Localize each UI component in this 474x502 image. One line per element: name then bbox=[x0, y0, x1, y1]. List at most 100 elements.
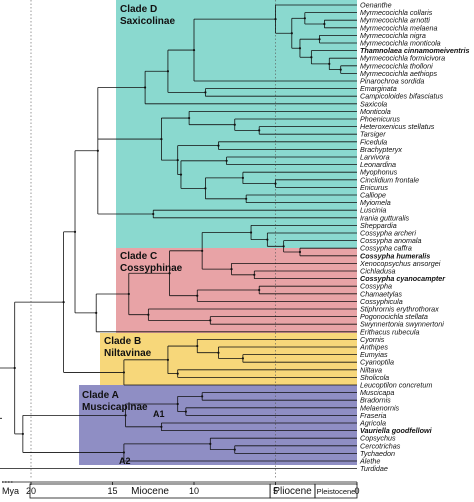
tree-node-dot bbox=[96, 149, 99, 152]
taxon-label: Cinclidium frontale bbox=[360, 175, 419, 184]
taxon-label: Myiomela bbox=[360, 198, 391, 207]
tree-node-dot bbox=[168, 272, 171, 275]
tree-node-dot bbox=[122, 371, 126, 374]
clade-d-name: Saxicolinae bbox=[120, 16, 175, 27]
taxon-label: Cossypha anomala bbox=[360, 236, 422, 245]
taxon-label: Heteroxenicus stellatus bbox=[360, 122, 435, 131]
tree-node-dot bbox=[204, 91, 207, 94]
taxon-label: Alethe bbox=[359, 457, 380, 466]
clade-c-box bbox=[116, 248, 357, 333]
taxon-label: Cichladusa bbox=[360, 267, 396, 276]
taxon-label: Leucoptilon concretum bbox=[360, 381, 432, 390]
tree-node-dot bbox=[196, 344, 199, 348]
tree-node-dot bbox=[253, 273, 256, 276]
taxon-label: Cercotrichas bbox=[360, 441, 401, 450]
tree-node-dot bbox=[201, 249, 204, 252]
taxon-label: Myophonus bbox=[360, 168, 398, 177]
tree-node-dot bbox=[166, 70, 170, 73]
tree-node-dot bbox=[318, 38, 321, 41]
tree-branches bbox=[0, 4, 357, 470]
tree-node-dot bbox=[217, 351, 220, 354]
taxon-label: Cyanoptila bbox=[360, 358, 394, 367]
axis-tick-label: 10 bbox=[189, 486, 199, 496]
tree-node-dot bbox=[204, 187, 207, 190]
tree-node-dot bbox=[241, 176, 244, 179]
tree-node-dot bbox=[233, 448, 236, 451]
taxon-label: Bradornis bbox=[360, 396, 391, 405]
tree-node-dot bbox=[176, 402, 179, 406]
tree-node-dot bbox=[282, 245, 285, 248]
taxon-label: Pinarochroa sordida bbox=[360, 77, 424, 86]
axis-tick-label: 15 bbox=[107, 486, 117, 496]
tree-node-dot bbox=[274, 182, 277, 185]
tree-node-dot bbox=[166, 358, 170, 361]
tree-node-dot bbox=[310, 56, 313, 59]
tree-node-dot bbox=[147, 313, 150, 316]
epoch-label: Pleistocene bbox=[317, 487, 356, 496]
tree-node-dot bbox=[160, 137, 163, 141]
taxon-label: Fraseria bbox=[360, 411, 386, 420]
tree-node-dot bbox=[323, 22, 326, 26]
taxon-label: Muscicapa bbox=[360, 388, 394, 397]
tree-node-dot bbox=[196, 294, 199, 297]
tree-node-dot bbox=[241, 357, 244, 360]
epoch-label: Pliocene bbox=[273, 486, 312, 497]
taxon-label: Irania gutturalis bbox=[360, 213, 410, 222]
tree-node-dot bbox=[201, 395, 204, 398]
tree-node-dot bbox=[127, 292, 130, 296]
tree-node-dot bbox=[179, 173, 183, 176]
taxon-label: Enicurus bbox=[360, 183, 388, 192]
taxon-label: Cossyphicula bbox=[360, 297, 403, 306]
tree-node-dot bbox=[124, 414, 127, 417]
axis-tick-label: 20 bbox=[26, 486, 36, 496]
taxon-label: Myrmecocichla collaris bbox=[360, 8, 433, 17]
taxon-label: Ficedula bbox=[360, 137, 387, 146]
taxon-label: Anthipes bbox=[359, 343, 388, 352]
tree-node-dot bbox=[144, 86, 147, 89]
taxon-label: Cossypha humeralis bbox=[360, 251, 430, 260]
taxon-label: Sholicola bbox=[360, 373, 389, 382]
tree-node-dot bbox=[13, 366, 16, 370]
taxon-label: Luscinia bbox=[360, 206, 386, 215]
tree-node-dot bbox=[258, 129, 261, 132]
tree-node-dot bbox=[274, 18, 277, 21]
tree-node-dot bbox=[245, 197, 248, 200]
taxon-label: Tychaedon bbox=[360, 449, 395, 458]
taxon-label: Swynnertonia swynnertoni bbox=[360, 320, 444, 329]
clade-c-label: Clade C Cossyphinae bbox=[120, 251, 183, 274]
taxon-label: Stiphrornis erythrothorax bbox=[360, 305, 439, 314]
clade-b-label: Clade B Niltavinae bbox=[104, 336, 152, 359]
epoch-bar: Miocene Pliocene Pleistocene bbox=[29, 483, 358, 499]
axis-unit-label: Mya bbox=[2, 486, 19, 496]
taxon-label: Agricola bbox=[359, 419, 386, 428]
clade-a-title: Clade A bbox=[82, 390, 119, 401]
epoch-guides bbox=[30, 0, 276, 478]
taxon-label: Erithacus rubecula bbox=[360, 327, 420, 336]
clade-a-name: Muscicapinae bbox=[82, 402, 148, 413]
tree-node-dot bbox=[298, 250, 302, 254]
epoch-label: Miocene bbox=[131, 486, 169, 497]
clade-a-label: Clade A Muscicapinae bbox=[82, 390, 148, 413]
taxon-label: Tarsiger bbox=[360, 130, 386, 139]
tree-node-dot bbox=[266, 238, 269, 241]
tree-node-dot bbox=[176, 158, 179, 162]
tree-node-dot bbox=[339, 68, 342, 71]
tree-node-dot bbox=[225, 159, 228, 162]
taxon-label: Larvivora bbox=[360, 153, 390, 162]
clade-d-title: Clade D bbox=[120, 4, 157, 15]
taxon-label: Melaenornis bbox=[360, 403, 400, 412]
tree-node-dot bbox=[290, 32, 293, 35]
tree-node-dot bbox=[62, 301, 65, 304]
taxon-label: Thamnolaea cinnamomeiventris bbox=[360, 46, 469, 55]
clade-c-title: Clade C bbox=[120, 251, 157, 262]
taxon-label: Monticola bbox=[360, 107, 391, 116]
taxon-label: Campicoloides bifasciatus bbox=[360, 92, 444, 101]
tree-node-dot bbox=[258, 288, 261, 292]
taxon-label: Chamaetylas bbox=[360, 289, 402, 298]
axis-tick-label: 5 bbox=[273, 486, 278, 496]
taxon-label: Vauriella goodfellowi bbox=[360, 426, 433, 435]
taxon-label: Myrmecocichla tholloni bbox=[360, 61, 433, 70]
taxon-label: Cyornis bbox=[360, 335, 385, 344]
